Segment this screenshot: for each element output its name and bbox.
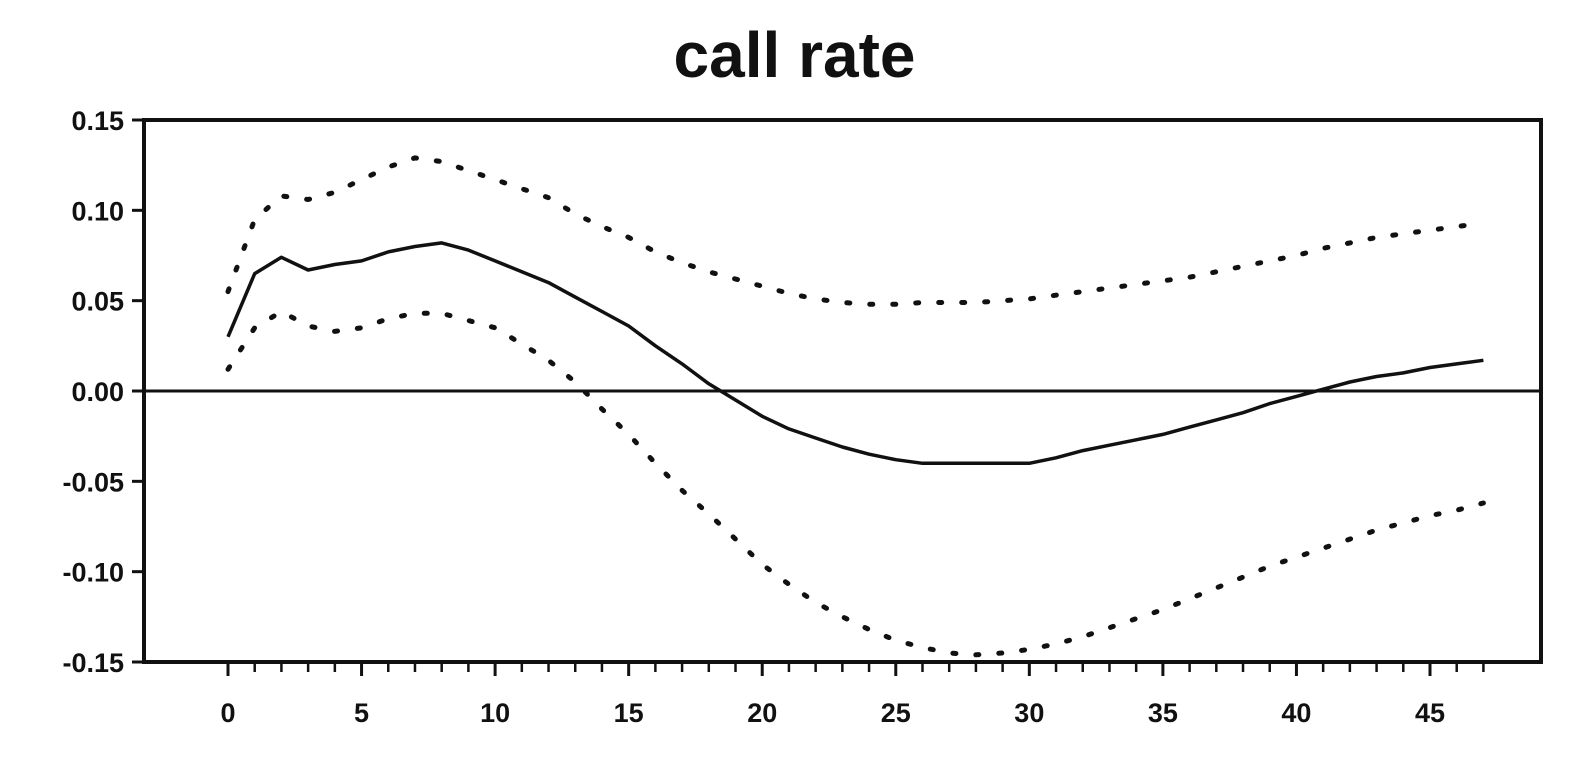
y-tick-label: -0.10 bbox=[62, 558, 124, 588]
series-line-upper-band bbox=[225, 155, 1486, 307]
x-tick-label: 25 bbox=[881, 698, 911, 728]
x-tick-label: 45 bbox=[1415, 698, 1445, 728]
y-axis: 0.15 0.10 0.05 0.00 -0.05 -0.10 -0.15 bbox=[62, 106, 144, 678]
series-line-lower-band bbox=[225, 309, 1486, 658]
y-tick-label: 0.10 bbox=[71, 196, 124, 226]
x-tick-label: 15 bbox=[614, 698, 644, 728]
y-tick-label: 0.00 bbox=[71, 377, 124, 407]
x-tick-label: 30 bbox=[1014, 698, 1044, 728]
x-tick-label: 10 bbox=[480, 698, 510, 728]
x-tick-label: 40 bbox=[1281, 698, 1311, 728]
y-tick-label: -0.15 bbox=[62, 648, 124, 678]
series-layer bbox=[225, 155, 1486, 658]
x-tick-label: 0 bbox=[220, 698, 235, 728]
x-axis: 0 5 10 15 20 25 30 35 40 45 bbox=[220, 662, 1485, 728]
y-tick-label: -0.05 bbox=[62, 467, 124, 497]
y-tick-label: 0.15 bbox=[71, 106, 124, 136]
x-tick-label: 35 bbox=[1148, 698, 1178, 728]
y-tick-label: 0.05 bbox=[71, 287, 124, 317]
x-tick-label: 20 bbox=[747, 698, 777, 728]
series-line-response bbox=[226, 241, 1484, 466]
chart-title: call rate bbox=[673, 19, 916, 91]
x-tick-label: 5 bbox=[354, 698, 369, 728]
